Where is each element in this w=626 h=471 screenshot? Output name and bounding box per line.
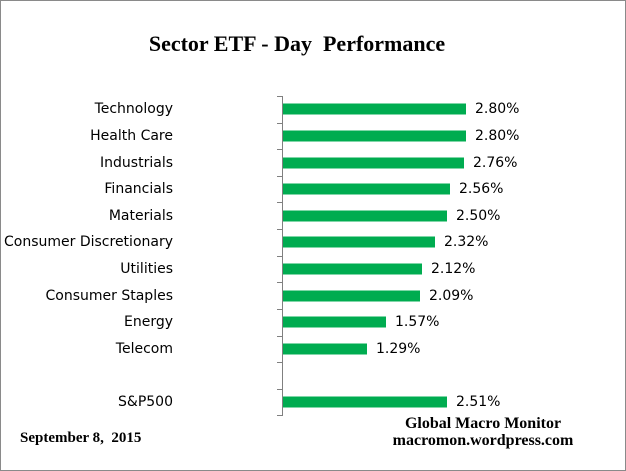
chart-row: Industrials 2.76% [1,149,625,176]
chart-row: Consumer Discretionary 2.32% [1,229,625,256]
bar [283,290,420,302]
axis-tick [277,149,282,150]
category-label: Consumer Staples [45,287,173,304]
bar [283,316,386,328]
chart-row: Health Care 2.80% [1,123,625,150]
chart-row: Technology 2.80% [1,96,625,123]
axis-tick [277,362,282,363]
chart-row: Consumer Staples 2.09% [1,282,625,309]
bar [283,396,447,408]
axis-tick [277,96,282,97]
bar [283,130,466,142]
value-label: 2.09% [429,287,474,304]
axis-tick [277,336,282,337]
chart-title: Sector ETF - Day Performance [148,31,446,56]
bar [283,236,435,248]
value-label: 2.80% [475,127,520,144]
bar [283,210,447,222]
axis-tick [277,282,282,283]
axis-tick [277,415,282,416]
value-label: 2.80% [475,101,520,118]
category-label: Telecom [115,340,173,357]
axis-tick [277,229,282,230]
chart-row: Financials 2.56% [1,176,625,203]
y-axis-line [282,96,283,416]
bar [283,263,422,275]
attribution-url: macromon.wordpress.com [392,432,574,449]
category-label: Energy [123,314,173,331]
value-label: 2.51% [456,394,501,411]
value-label: 1.29% [376,340,421,357]
bar [283,157,464,169]
attribution: Global Macro Monitor macromon.wordpress.… [355,415,611,449]
bar [283,103,466,115]
category-label: Utilities [120,261,173,278]
axis-tick [277,389,282,390]
date-label: September 8, 2015 [20,430,142,446]
value-label: 2.50% [456,207,501,224]
chart-row: Materials 2.50% [1,202,625,229]
value-label: 2.12% [431,261,476,278]
category-label: Health Care [90,127,173,144]
category-label [1,362,173,389]
chart-row: Telecom 1.29% [1,336,625,363]
value-label: 1.57% [395,314,440,331]
value-label: 2.32% [444,234,489,251]
bar [283,343,367,355]
chart-row: S&P500 2.51% [1,389,625,416]
axis-tick [277,256,282,257]
value-label: 2.76% [473,154,518,171]
category-label: Industrials [100,154,173,171]
category-label: Consumer Discretionary [4,234,173,251]
category-label: S&P500 [118,394,173,411]
category-label: Technology [94,101,173,118]
chart-row: Energy 1.57% [1,309,625,336]
axis-tick [277,123,282,124]
bar [283,183,450,195]
axis-tick [277,176,282,177]
chart-row [1,362,625,389]
category-label: Financials [104,181,173,198]
attribution-title: Global Macro Monitor [404,415,562,432]
value-label: 2.56% [459,181,504,198]
chart-row: Utilities 2.12% [1,256,625,283]
axis-tick [277,309,282,310]
axis-tick [277,202,282,203]
category-label: Materials [108,207,173,224]
